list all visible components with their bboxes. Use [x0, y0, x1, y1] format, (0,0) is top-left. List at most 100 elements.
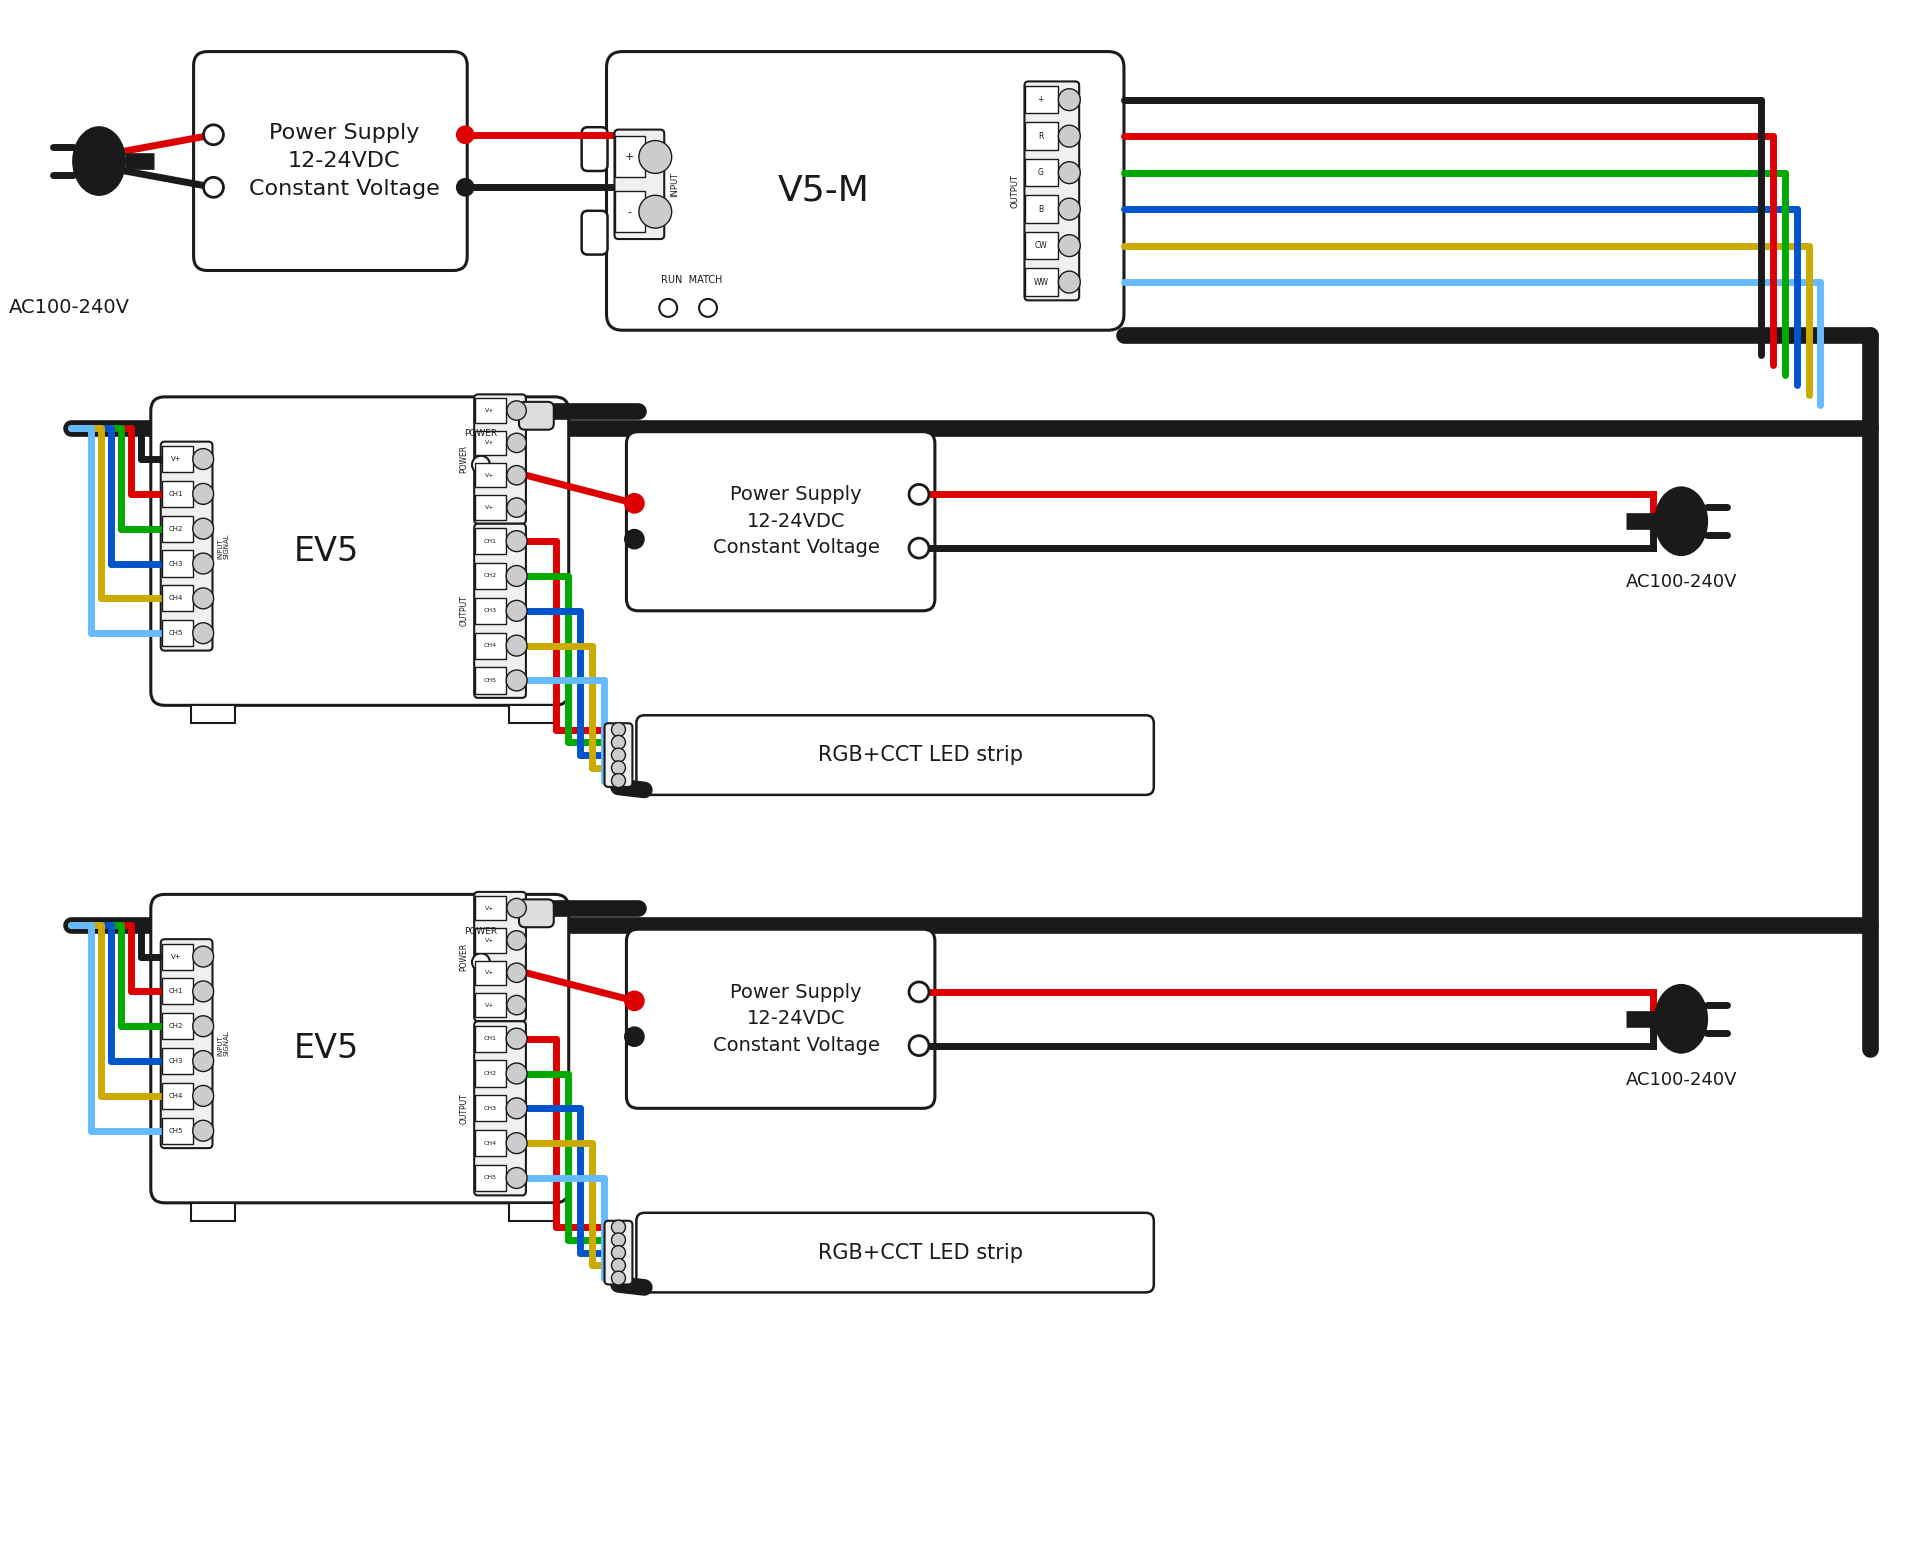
- Circle shape: [507, 996, 526, 1014]
- Circle shape: [507, 565, 528, 587]
- Bar: [616, 136, 645, 178]
- FancyBboxPatch shape: [582, 212, 607, 255]
- Text: WW: WW: [1033, 278, 1048, 287]
- Bar: [161, 585, 192, 611]
- Bar: [161, 1013, 192, 1039]
- Circle shape: [472, 455, 490, 474]
- Text: AC100-240V: AC100-240V: [1626, 1070, 1738, 1089]
- Text: OUTPUT: OUTPUT: [459, 1093, 468, 1124]
- Bar: [161, 480, 192, 506]
- Circle shape: [908, 539, 929, 557]
- Text: CH1: CH1: [484, 1036, 495, 1041]
- Bar: [474, 463, 507, 488]
- Circle shape: [639, 141, 672, 173]
- FancyBboxPatch shape: [474, 523, 526, 698]
- FancyBboxPatch shape: [518, 401, 553, 429]
- Bar: [474, 633, 507, 659]
- Text: RGB+CCT LED strip: RGB+CCT LED strip: [818, 746, 1023, 766]
- Text: CH5: CH5: [169, 630, 184, 636]
- Text: V+: V+: [171, 954, 182, 959]
- Circle shape: [639, 195, 672, 229]
- Text: POWER: POWER: [465, 926, 497, 936]
- Circle shape: [507, 1028, 528, 1048]
- Circle shape: [192, 946, 213, 967]
- Text: CH4: CH4: [169, 596, 184, 601]
- Circle shape: [192, 483, 213, 505]
- Bar: [1025, 86, 1058, 113]
- Text: CH1: CH1: [484, 539, 495, 543]
- Circle shape: [507, 1064, 528, 1084]
- Circle shape: [192, 622, 213, 644]
- Circle shape: [626, 1028, 643, 1045]
- FancyBboxPatch shape: [152, 397, 568, 706]
- Text: V5-M: V5-M: [778, 174, 870, 208]
- Bar: [161, 1118, 192, 1144]
- Ellipse shape: [73, 127, 125, 195]
- Circle shape: [611, 749, 626, 763]
- Circle shape: [1058, 235, 1081, 256]
- Bar: [1025, 122, 1058, 150]
- FancyBboxPatch shape: [194, 51, 467, 270]
- Text: INPUT
SIGNAL: INPUT SIGNAL: [217, 1031, 230, 1056]
- Circle shape: [507, 1167, 528, 1189]
- Circle shape: [626, 494, 643, 513]
- Text: CH5: CH5: [484, 1175, 495, 1181]
- Ellipse shape: [1655, 488, 1707, 556]
- Circle shape: [1058, 272, 1081, 293]
- Circle shape: [1058, 88, 1081, 111]
- Text: CH5: CH5: [484, 678, 495, 682]
- Text: CH3: CH3: [169, 1058, 184, 1064]
- Text: RUN  MATCH: RUN MATCH: [660, 275, 722, 286]
- Circle shape: [611, 1220, 626, 1234]
- Text: V+: V+: [486, 1002, 495, 1008]
- Bar: [474, 993, 507, 1017]
- Bar: [474, 431, 507, 455]
- Bar: [1025, 196, 1058, 222]
- Circle shape: [192, 1085, 213, 1107]
- Text: R: R: [1039, 131, 1044, 141]
- Bar: [1025, 269, 1058, 296]
- Text: +: +: [624, 151, 634, 162]
- Text: CW: CW: [1035, 241, 1046, 250]
- Bar: [161, 446, 192, 472]
- Circle shape: [507, 466, 526, 485]
- Text: OUTPUT: OUTPUT: [459, 596, 468, 627]
- Bar: [161, 516, 192, 542]
- Bar: [474, 928, 507, 953]
- FancyBboxPatch shape: [474, 892, 526, 1021]
- Bar: [474, 496, 507, 520]
- FancyBboxPatch shape: [161, 939, 213, 1149]
- Bar: [1025, 232, 1058, 259]
- Text: V+: V+: [486, 937, 495, 943]
- Circle shape: [204, 125, 223, 145]
- Text: POWER: POWER: [465, 429, 497, 438]
- Circle shape: [626, 991, 643, 1010]
- Circle shape: [908, 1036, 929, 1056]
- Bar: [474, 1061, 507, 1087]
- FancyBboxPatch shape: [1025, 82, 1079, 301]
- Text: CH3: CH3: [484, 608, 495, 613]
- Circle shape: [192, 553, 213, 574]
- Circle shape: [507, 1133, 528, 1153]
- Bar: [474, 896, 507, 920]
- Text: B: B: [1039, 205, 1043, 213]
- Circle shape: [507, 670, 528, 690]
- Text: CH2: CH2: [169, 525, 184, 531]
- Circle shape: [659, 300, 678, 317]
- Circle shape: [507, 601, 528, 621]
- FancyBboxPatch shape: [614, 130, 664, 239]
- Text: V+: V+: [486, 440, 495, 445]
- Text: POWER: POWER: [459, 942, 468, 971]
- Circle shape: [192, 1121, 213, 1141]
- Text: V+: V+: [486, 505, 495, 510]
- Circle shape: [908, 485, 929, 505]
- Text: INPUT: INPUT: [670, 171, 680, 198]
- Text: AC100-240V: AC100-240V: [1626, 573, 1738, 591]
- FancyBboxPatch shape: [636, 1212, 1154, 1292]
- Bar: [474, 1164, 507, 1190]
- Bar: [474, 667, 507, 693]
- Text: CH4: CH4: [169, 1093, 184, 1099]
- Text: CH1: CH1: [169, 988, 184, 994]
- Text: V+: V+: [171, 455, 182, 462]
- Circle shape: [192, 449, 213, 469]
